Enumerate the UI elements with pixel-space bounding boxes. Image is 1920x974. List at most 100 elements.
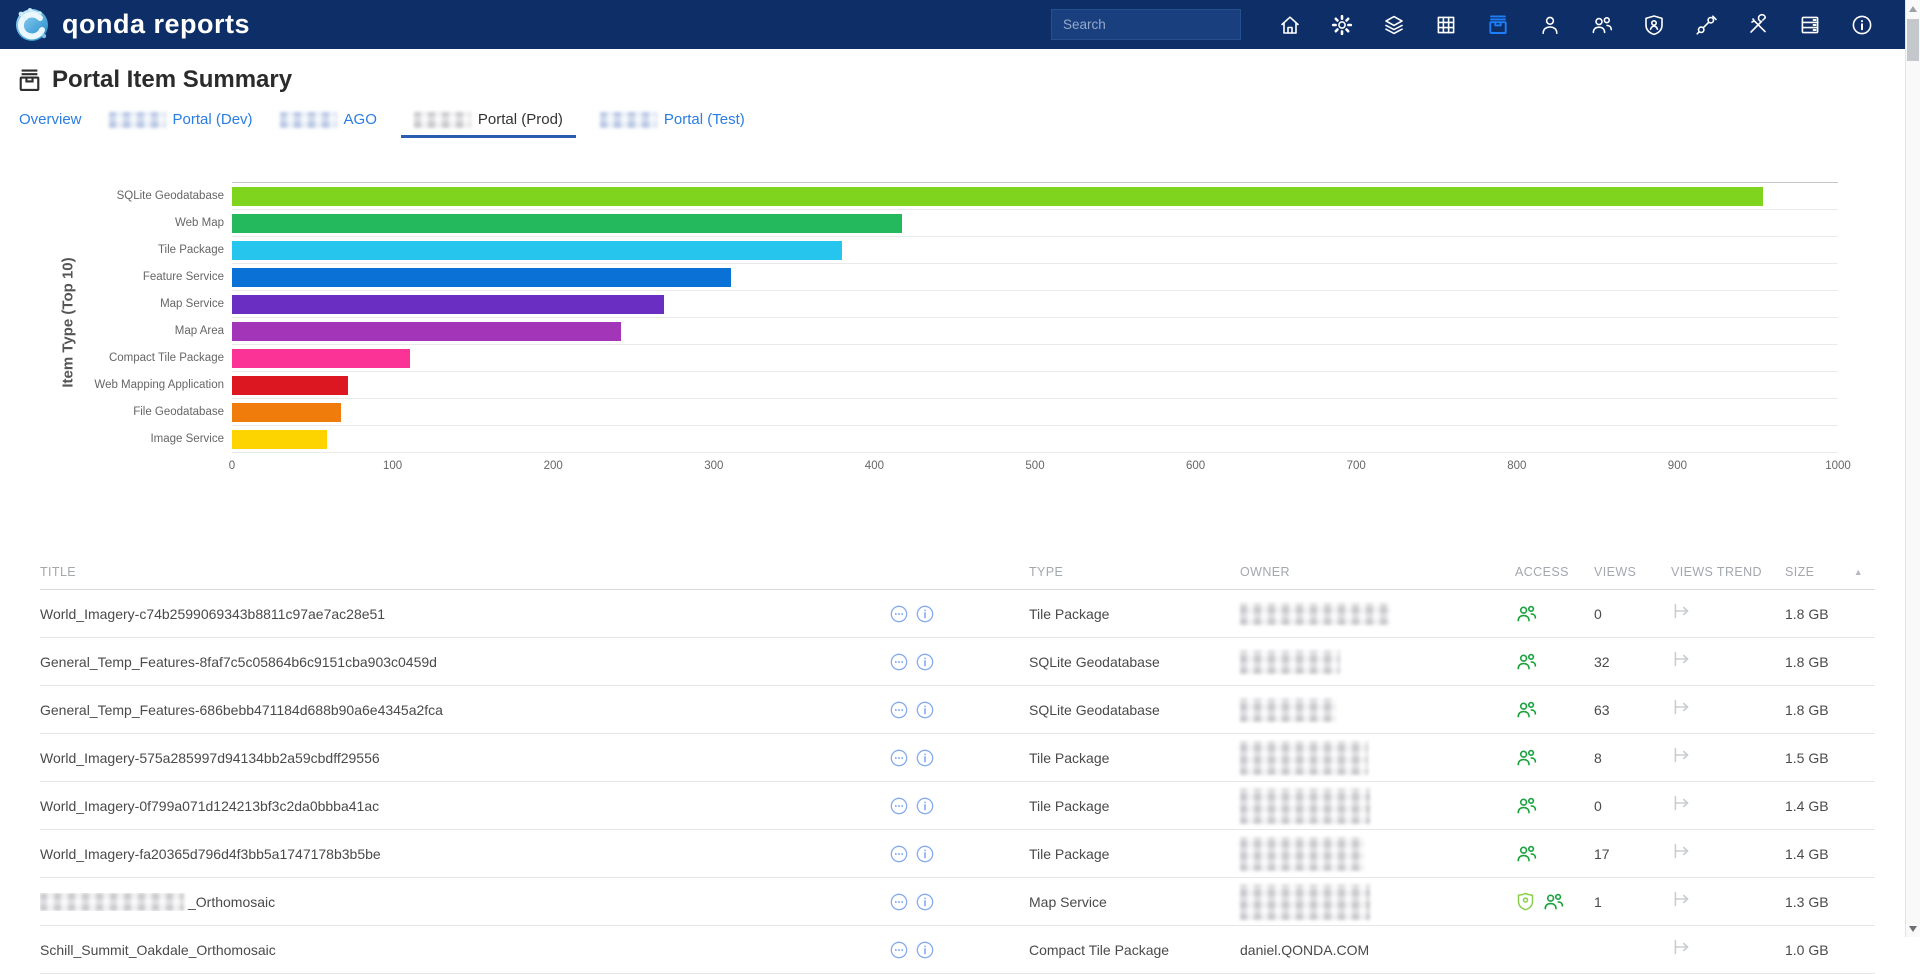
item-size: 1.8 GB	[1785, 702, 1875, 718]
page-title: Portal Item Summary	[52, 66, 292, 94]
tab-portal-dev-[interactable]: Portal (Dev)	[106, 109, 256, 138]
chart-category-label: Map Service	[160, 291, 224, 318]
item-owner	[1240, 788, 1515, 824]
row-info-button[interactable]	[915, 700, 935, 720]
row-actions-ellipsis-button[interactable]	[889, 748, 909, 768]
scrollbar-thumb[interactable]	[1907, 19, 1919, 61]
chart-bar-file-geodatabase[interactable]	[232, 403, 341, 422]
access-group-icon	[1515, 746, 1538, 769]
row-actions-ellipsis-button[interactable]	[889, 700, 909, 720]
scrollbar-up-arrow-icon[interactable]	[1909, 6, 1917, 12]
redacted-owner	[1240, 884, 1370, 920]
grid-apps-icon[interactable]	[1434, 13, 1458, 37]
user-icon[interactable]	[1538, 13, 1562, 37]
column-header-type[interactable]: TYPE	[1029, 565, 1240, 579]
nav-icon-bar	[1278, 0, 1874, 49]
chart-category-label: File Geodatabase	[133, 399, 224, 426]
chart-bar-web-mapping-application[interactable]	[232, 376, 348, 395]
row-info-button[interactable]	[915, 844, 935, 864]
connections-plug-icon[interactable]	[1694, 13, 1718, 37]
chart-category-label: Compact Tile Package	[109, 345, 224, 372]
item-owner	[1240, 603, 1515, 625]
table-row: _OrthomosaicMap Service11.3 GB	[40, 878, 1875, 926]
item-owner: daniel.QONDA.COM	[1240, 942, 1515, 958]
users-group-icon[interactable]	[1590, 13, 1614, 37]
sort-direction-icon[interactable]: ▲	[1854, 567, 1863, 577]
column-header-views-trend[interactable]: VIEWS TREND	[1671, 565, 1785, 579]
search-box[interactable]	[1051, 9, 1241, 40]
x-axis-tick-label: 300	[704, 460, 723, 472]
item-size: 1.8 GB	[1785, 654, 1875, 670]
row-actions-ellipsis-button[interactable]	[889, 892, 909, 912]
row-info-button[interactable]	[915, 652, 935, 672]
item-access	[1515, 602, 1594, 625]
chart-bar-map-service[interactable]	[232, 295, 664, 314]
security-shield-icon[interactable]	[1642, 13, 1666, 37]
item-access	[1515, 794, 1594, 817]
chart-bar-sqlite-geodatabase[interactable]	[232, 187, 1763, 206]
item-title: World_Imagery-575a285997d94134bb2a59cbdf…	[40, 750, 380, 766]
vertical-scrollbar[interactable]	[1905, 0, 1920, 937]
column-header-owner[interactable]: OWNER	[1240, 565, 1515, 579]
column-header-title[interactable]: TITLE	[40, 565, 889, 579]
item-views-trend	[1671, 696, 1785, 723]
tab-portal-test-[interactable]: Portal (Test)	[597, 109, 748, 138]
chart-bar-image-service[interactable]	[232, 430, 327, 449]
row-actions-ellipsis-button[interactable]	[889, 652, 909, 672]
views-trend-icon	[1671, 744, 1693, 766]
brand[interactable]: qonda reports	[13, 6, 250, 44]
chart-bar-feature-service[interactable]	[232, 268, 731, 287]
row-info-button[interactable]	[915, 796, 935, 816]
chart-category-label: Map Area	[175, 318, 224, 345]
item-views: 63	[1594, 702, 1671, 718]
tools-icon[interactable]	[1746, 13, 1770, 37]
row-actions-ellipsis-button[interactable]	[889, 604, 909, 624]
column-header-access[interactable]: ACCESS	[1515, 565, 1594, 579]
tab-label: Portal (Test)	[664, 111, 745, 128]
reports-archive-icon[interactable]	[1486, 13, 1510, 37]
tab-label: Overview	[19, 111, 82, 128]
tab-portal-prod-[interactable]: Portal (Prod)	[401, 109, 576, 138]
item-size: 1.8 GB	[1785, 606, 1875, 622]
tab-overview[interactable]: Overview	[16, 109, 85, 138]
x-axis-tick-label: 1000	[1825, 460, 1851, 472]
views-trend-icon	[1671, 792, 1693, 814]
item-access	[1515, 650, 1594, 673]
table-row: Schill_Summit_Oakdale_OrthomosaicCompact…	[40, 926, 1875, 974]
chart-bar-tile-package[interactable]	[232, 241, 842, 260]
table-row: General_Temp_Features-8faf7c5c05864b6c91…	[40, 638, 1875, 686]
qonda-logo-icon	[13, 6, 51, 44]
redacted-org-name	[280, 112, 337, 128]
row-actions-ellipsis-button[interactable]	[889, 940, 909, 960]
item-size: 1.4 GB	[1785, 798, 1875, 814]
chart-bar-map-area[interactable]	[232, 322, 621, 341]
settings-gear-icon[interactable]	[1330, 13, 1354, 37]
x-axis-tick-label: 900	[1668, 460, 1687, 472]
row-info-button[interactable]	[915, 892, 935, 912]
table-row: World_Imagery-0f799a071d124213bf3c2da0bb…	[40, 782, 1875, 830]
chart-band: Map Service	[232, 291, 1838, 318]
tab-ago[interactable]: AGO	[277, 109, 380, 138]
item-owner	[1240, 741, 1515, 775]
column-header-views[interactable]: VIEWS	[1594, 565, 1671, 579]
row-info-button[interactable]	[915, 748, 935, 768]
chart-bar-web-map[interactable]	[232, 214, 902, 233]
layers-icon[interactable]	[1382, 13, 1406, 37]
chart-band: Compact Tile Package	[232, 345, 1838, 372]
row-info-button[interactable]	[915, 604, 935, 624]
row-actions-ellipsis-button[interactable]	[889, 796, 909, 816]
info-icon[interactable]	[1850, 13, 1874, 37]
chart-band: Web Map	[232, 210, 1838, 237]
home-icon[interactable]	[1278, 13, 1302, 37]
servers-icon[interactable]	[1798, 13, 1822, 37]
table-row: General_Temp_Features-686bebb471184d688b…	[40, 686, 1875, 734]
scrollbar-down-arrow-icon[interactable]	[1909, 926, 1917, 932]
chart-band: Image Service	[232, 426, 1838, 453]
chart-bar-compact-tile-package[interactable]	[232, 349, 410, 368]
row-actions-ellipsis-button[interactable]	[889, 844, 909, 864]
redacted-owner	[1240, 788, 1370, 824]
search-input[interactable]	[1061, 16, 1242, 33]
chart-category-label: Web Mapping Application	[94, 372, 224, 399]
tab-label: Portal (Dev)	[173, 111, 253, 128]
row-info-button[interactable]	[915, 940, 935, 960]
